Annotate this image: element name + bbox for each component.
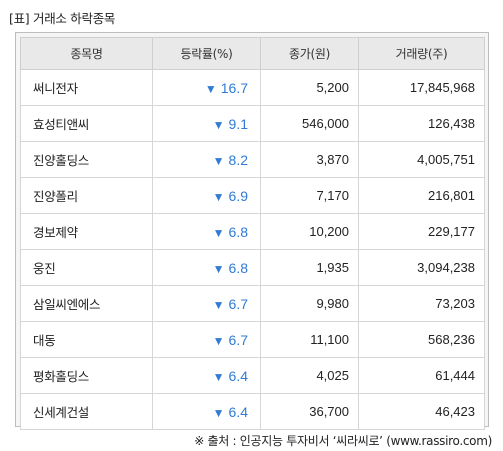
change-rate-cell: ▼ 6.8	[152, 213, 261, 250]
close-price-cell: 7,170	[260, 177, 359, 214]
change-rate-cell: ▼ 6.7	[152, 285, 261, 322]
close-price-cell: 3,870	[260, 141, 359, 178]
down-triangle-icon: ▼	[212, 153, 225, 168]
declining-stocks-table: 종목명 등락률(%) 종가(원) 거래량(주) 써니전자 ▼ 16.7 5,200 17…	[20, 37, 485, 430]
change-rate-value: 6.9	[228, 187, 248, 204]
table-row: 삼일씨엔에스 ▼ 6.7 9,980 73,203	[20, 285, 485, 322]
close-price-cell: 1,935	[260, 249, 359, 286]
volume-cell: 568,236	[358, 321, 485, 358]
change-rate-value: 16.7	[220, 79, 248, 96]
down-triangle-icon: ▼	[212, 333, 225, 348]
stock-name-cell: 진양폴리	[20, 177, 153, 214]
table-header-row: 종목명 등락률(%) 종가(원) 거래량(주)	[20, 37, 485, 70]
stock-name-cell: 삼일씨엔에스	[20, 285, 153, 322]
table-row: 평화홀딩스 ▼ 6.4 4,025 61,444	[20, 357, 485, 394]
close-price-cell: 36,700	[260, 393, 359, 430]
table-row: 진양폴리 ▼ 6.9 7,170 216,801	[20, 177, 485, 214]
close-price-cell: 10,200	[260, 213, 359, 250]
change-rate-value: 6.7	[228, 295, 248, 312]
stock-name-cell: 효성티앤씨	[20, 105, 153, 142]
change-rate-cell: ▼ 6.8	[152, 249, 261, 286]
volume-cell: 73,203	[358, 285, 485, 322]
change-rate-value: 9.1	[228, 115, 248, 132]
header-stock-name: 종목명	[20, 37, 153, 70]
volume-cell: 46,423	[358, 393, 485, 430]
down-triangle-icon: ▼	[212, 117, 225, 132]
volume-cell: 4,005,751	[358, 141, 485, 178]
table-body: 써니전자 ▼ 16.7 5,200 17,845,968 효성티앤씨 ▼ 9.1 546,000…	[20, 69, 485, 430]
stock-name-cell: 대동	[20, 321, 153, 358]
down-triangle-icon: ▼	[212, 261, 225, 276]
table-row: 신세계건설 ▼ 6.4 36,700 46,423	[20, 393, 485, 430]
stock-name-cell: 경보제약	[20, 213, 153, 250]
change-rate-cell: ▼ 6.9	[152, 177, 261, 214]
close-price-cell: 11,100	[260, 321, 359, 358]
stock-name-cell: 진양홀딩스	[20, 141, 153, 178]
change-rate-cell: ▼ 6.7	[152, 321, 261, 358]
change-rate-cell: ▼ 6.4	[152, 357, 261, 394]
stock-name-cell: 신세계건설	[20, 393, 153, 430]
change-rate-value: 8.2	[228, 151, 248, 168]
volume-cell: 126,438	[358, 105, 485, 142]
table-row: 경보제약 ▼ 6.8 10,200 229,177	[20, 213, 485, 250]
change-rate-cell: ▼ 16.7	[152, 69, 261, 106]
volume-cell: 61,444	[358, 357, 485, 394]
header-close-price: 종가(원)	[260, 37, 359, 70]
stock-name-cell: 평화홀딩스	[20, 357, 153, 394]
volume-cell: 216,801	[358, 177, 485, 214]
change-rate-cell: ▼ 8.2	[152, 141, 261, 178]
change-rate-value: 6.8	[228, 223, 248, 240]
table-row: 웅진 ▼ 6.8 1,935 3,094,238	[20, 249, 485, 286]
table-row: 효성티앤씨 ▼ 9.1 546,000 126,438	[20, 105, 485, 142]
change-rate-value: 6.8	[228, 259, 248, 276]
volume-cell: 17,845,968	[358, 69, 485, 106]
volume-cell: 3,094,238	[358, 249, 485, 286]
stock-table-frame: 종목명 등락률(%) 종가(원) 거래량(주) 써니전자 ▼ 16.7 5,200 17…	[15, 32, 489, 430]
close-price-cell: 4,025	[260, 357, 359, 394]
close-price-cell: 5,200	[260, 69, 359, 106]
down-triangle-icon: ▼	[204, 81, 217, 96]
down-triangle-icon: ▼	[212, 405, 225, 420]
table-row: 대동 ▼ 6.7 11,100 568,236	[20, 321, 485, 358]
volume-cell: 229,177	[358, 213, 485, 250]
table-row: 써니전자 ▼ 16.7 5,200 17,845,968	[20, 69, 485, 106]
change-rate-value: 6.7	[228, 331, 248, 348]
stock-name-cell: 써니전자	[20, 69, 153, 106]
change-rate-value: 6.4	[228, 367, 248, 384]
page-title: [표] 거래소 하락종목	[9, 11, 116, 26]
change-rate-cell: ▼ 6.4	[152, 393, 261, 430]
change-rate-value: 6.4	[228, 403, 248, 420]
down-triangle-icon: ▼	[212, 225, 225, 240]
close-price-cell: 9,980	[260, 285, 359, 322]
change-rate-cell: ▼ 9.1	[152, 105, 261, 142]
header-volume: 거래량(주)	[358, 37, 485, 70]
header-change-rate: 등락률(%)	[152, 37, 261, 70]
down-triangle-icon: ▼	[212, 369, 225, 384]
down-triangle-icon: ▼	[212, 189, 225, 204]
close-price-cell: 546,000	[260, 105, 359, 142]
source-note: ※ 출처 : 인공지능 투자비서 ‘씨라씨로’ (www.rassiro.com…	[194, 434, 492, 448]
table-row: 진양홀딩스 ▼ 8.2 3,870 4,005,751	[20, 141, 485, 178]
stock-name-cell: 웅진	[20, 249, 153, 286]
down-triangle-icon: ▼	[212, 297, 225, 312]
